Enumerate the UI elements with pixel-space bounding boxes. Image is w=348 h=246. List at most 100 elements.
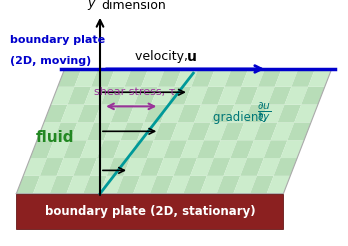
Polygon shape [208,69,231,87]
Polygon shape [90,158,113,176]
Polygon shape [264,140,287,158]
Polygon shape [33,176,57,194]
Polygon shape [271,123,294,140]
Polygon shape [140,158,164,176]
Polygon shape [244,105,268,123]
Polygon shape [230,140,254,158]
Polygon shape [127,105,151,123]
Polygon shape [241,69,265,87]
Polygon shape [261,105,284,123]
Polygon shape [223,158,247,176]
Polygon shape [125,69,148,87]
Polygon shape [77,105,101,123]
Polygon shape [284,87,308,105]
Polygon shape [107,158,130,176]
Polygon shape [57,158,80,176]
Polygon shape [254,123,278,140]
Polygon shape [47,140,70,158]
Polygon shape [274,158,297,176]
Polygon shape [221,123,244,140]
Polygon shape [134,87,158,105]
Polygon shape [94,105,118,123]
Polygon shape [83,176,107,194]
Polygon shape [180,140,204,158]
Polygon shape [240,158,264,176]
Polygon shape [124,158,147,176]
Polygon shape [37,123,61,140]
Polygon shape [118,87,141,105]
Polygon shape [158,69,181,87]
Text: $y$: $y$ [87,0,97,13]
Polygon shape [73,158,97,176]
Text: (2D, moving): (2D, moving) [10,56,91,66]
Polygon shape [154,123,177,140]
Polygon shape [235,87,258,105]
Polygon shape [147,140,171,158]
Polygon shape [23,158,47,176]
Polygon shape [117,176,140,194]
Polygon shape [233,176,257,194]
Polygon shape [301,87,325,105]
Polygon shape [250,176,274,194]
Polygon shape [51,87,74,105]
Polygon shape [16,176,40,194]
Text: $\mathbf{u}$: $\mathbf{u}$ [185,50,196,64]
Polygon shape [108,69,132,87]
Polygon shape [275,69,298,87]
Polygon shape [74,69,98,87]
Polygon shape [66,176,90,194]
Polygon shape [175,69,198,87]
Polygon shape [224,69,248,87]
Polygon shape [133,176,157,194]
Polygon shape [16,194,283,229]
Polygon shape [87,123,111,140]
Polygon shape [204,123,228,140]
Polygon shape [40,158,64,176]
Polygon shape [214,140,237,158]
Polygon shape [177,105,201,123]
Polygon shape [247,140,271,158]
Polygon shape [280,140,304,158]
Polygon shape [187,123,211,140]
Polygon shape [91,69,115,87]
Polygon shape [228,105,251,123]
Polygon shape [50,176,73,194]
Text: boundary plate (2D, stationary): boundary plate (2D, stationary) [45,205,255,218]
Polygon shape [161,105,184,123]
Polygon shape [70,123,94,140]
Polygon shape [137,123,161,140]
Polygon shape [258,69,282,87]
Polygon shape [257,158,280,176]
Polygon shape [173,158,197,176]
Polygon shape [287,123,311,140]
Polygon shape [183,176,207,194]
Polygon shape [58,69,81,87]
Polygon shape [120,123,144,140]
Polygon shape [190,158,214,176]
Polygon shape [251,87,275,105]
Polygon shape [113,140,137,158]
Polygon shape [294,105,318,123]
Text: gradient,: gradient, [213,111,270,124]
Polygon shape [101,87,125,105]
Polygon shape [191,69,215,87]
Polygon shape [267,176,290,194]
Polygon shape [151,87,175,105]
Polygon shape [237,123,261,140]
Polygon shape [200,176,223,194]
Text: boundary plate: boundary plate [10,35,105,45]
Polygon shape [207,158,230,176]
Polygon shape [211,105,235,123]
Text: dimension: dimension [101,0,166,13]
Polygon shape [197,140,221,158]
Text: shear stress, τ: shear stress, τ [94,87,175,97]
Polygon shape [201,87,224,105]
Polygon shape [167,176,190,194]
Polygon shape [216,176,240,194]
Polygon shape [157,158,180,176]
Polygon shape [150,176,173,194]
Polygon shape [111,105,134,123]
Polygon shape [144,105,168,123]
Polygon shape [97,140,120,158]
Polygon shape [291,69,315,87]
